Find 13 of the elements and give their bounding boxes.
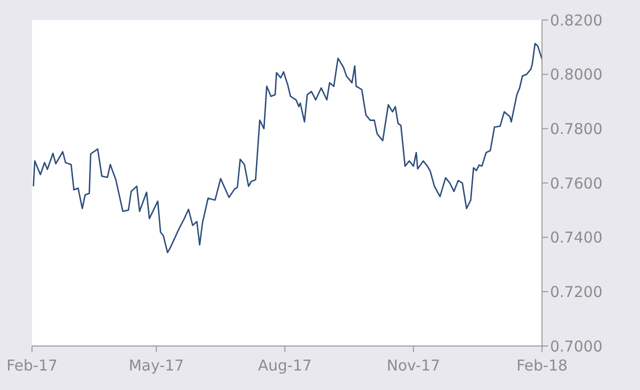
y-tick-label: 0.8200 [550,11,602,30]
y-tick-label: 0.7000 [550,337,602,356]
x-tick-label: Nov-17 [386,356,440,375]
x-tick-label: Feb-18 [516,356,568,375]
y-tick-label: 0.7200 [550,282,602,301]
x-tick-label: Feb-17 [6,356,58,375]
y-tick-label: 0.7600 [550,174,602,192]
y-tick-label: 0.7400 [550,228,602,247]
x-tick-label: May-17 [128,356,184,375]
x-tick-label: Aug-17 [258,356,312,375]
y-tick-label: 0.8000 [550,66,602,84]
line-series [32,42,542,254]
y-tick-label: 0.7800 [550,120,602,138]
